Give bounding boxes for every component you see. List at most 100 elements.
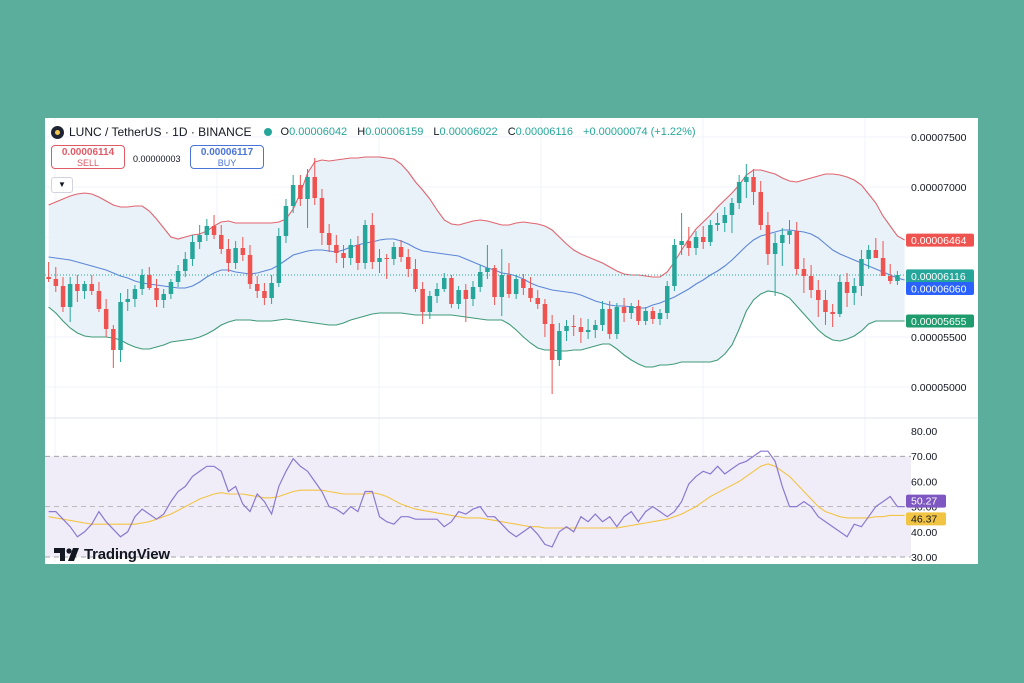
rsi-ma-value-tag-label: 46.37 xyxy=(911,513,937,525)
candle-body xyxy=(535,298,540,304)
candle-body xyxy=(744,177,749,182)
candle-body xyxy=(219,235,224,249)
candle-body xyxy=(240,248,246,255)
candle-body xyxy=(830,312,835,314)
candle-body xyxy=(549,324,555,360)
high-value: 0.00006159 xyxy=(365,126,424,138)
candle-body xyxy=(413,269,418,289)
candle-body xyxy=(420,289,425,312)
candle-body xyxy=(391,247,397,259)
price-tick-label: 0.00005000 xyxy=(911,382,967,394)
candle-body xyxy=(521,279,526,288)
candle-body xyxy=(808,276,814,290)
candle-body xyxy=(629,306,634,313)
candle-body xyxy=(578,327,584,332)
candle-body xyxy=(326,233,332,245)
candle-body xyxy=(772,243,778,254)
spread-value: 0.00000003 xyxy=(133,154,181,164)
candle-body xyxy=(873,250,879,258)
tradingview-wordmark: TradingView xyxy=(84,546,170,563)
sell-label: SELL xyxy=(76,158,100,168)
candle-body xyxy=(650,311,656,319)
candle-body xyxy=(305,177,310,199)
candle-body xyxy=(290,185,296,206)
candle-body xyxy=(693,237,699,248)
close-value: 0.00006116 xyxy=(515,126,573,138)
candle-body xyxy=(103,309,109,329)
rsi-ma-value-tag xyxy=(906,512,946,526)
candle-body xyxy=(269,283,274,298)
candle-body xyxy=(888,276,893,281)
candle-body xyxy=(319,198,325,233)
candle-body xyxy=(111,329,116,350)
candle-body xyxy=(607,309,612,334)
candle-body xyxy=(341,253,346,258)
candle-body xyxy=(449,278,454,304)
lunc-logo-icon xyxy=(51,125,64,139)
candle-body xyxy=(794,231,799,269)
candle-body xyxy=(758,192,763,225)
open-label: O xyxy=(280,126,290,138)
candle-body xyxy=(183,259,188,271)
sell-button[interactable]: 0.00006114 SELL xyxy=(51,145,125,169)
candle-body xyxy=(168,282,174,294)
price-tick-label: 0.00007000 xyxy=(911,182,967,194)
candle-body xyxy=(852,286,857,293)
candle-body xyxy=(801,269,807,276)
candle-body xyxy=(233,248,238,263)
bollinger-upper-line xyxy=(48,156,905,278)
candle-body xyxy=(175,271,181,282)
candle-body xyxy=(686,241,692,248)
ohlc-readout: O0.00006042 H0.00006159 L0.00006022 C0.0… xyxy=(281,126,696,138)
candle-body xyxy=(204,226,210,235)
candle-body xyxy=(866,250,871,259)
candle-body xyxy=(262,291,267,298)
candle-body xyxy=(298,185,303,199)
buy-button[interactable]: 0.00006117 BUY xyxy=(190,145,264,169)
symbol-title[interactable]: LUNC / TetherUS · 1D · BINANCE xyxy=(69,125,252,139)
price-tick-label: 0.00007500 xyxy=(911,132,967,144)
candle-body xyxy=(643,311,648,321)
candle-body xyxy=(859,259,864,286)
low-label: L xyxy=(433,126,440,138)
candle-body xyxy=(557,331,562,360)
candle-body xyxy=(564,326,569,331)
candle-body xyxy=(765,225,771,254)
candle-body xyxy=(377,258,382,262)
rsi-value-tag-label: 50.27 xyxy=(911,496,937,508)
chart-header: LUNC / TetherUS · 1D · BINANCE O0.000060… xyxy=(51,125,696,139)
price-tag-basis xyxy=(906,282,974,295)
price-tag-close-label: 0.00006116 xyxy=(911,271,966,283)
candle-body xyxy=(96,291,102,309)
rsi-ma-line xyxy=(48,463,905,529)
candle-body xyxy=(528,288,533,298)
candle-body xyxy=(880,258,886,276)
candle-body xyxy=(470,287,476,299)
candle-body xyxy=(67,284,73,307)
candle-body xyxy=(211,226,217,235)
candle-body xyxy=(672,245,677,286)
collapse-legend-button[interactable]: ▼ xyxy=(51,177,73,193)
price-tag-basis-label: 0.00006060 xyxy=(911,284,967,296)
candle-body xyxy=(722,215,727,223)
candle-body xyxy=(456,290,461,304)
chart-card: 0.000075000.000070000.000065000.00006000… xyxy=(45,118,978,564)
chart-canvas[interactable]: 0.000075000.000070000.000065000.00006000… xyxy=(45,118,978,564)
candle-body xyxy=(406,257,411,269)
buy-label: BUY xyxy=(217,158,237,168)
candle-body xyxy=(46,277,51,279)
candle-body xyxy=(665,286,670,313)
candle-body xyxy=(816,290,821,300)
candle-body xyxy=(147,275,152,288)
candle-body xyxy=(434,289,440,296)
bollinger-basis-line xyxy=(48,229,905,309)
candle-body xyxy=(823,300,828,312)
rsi-line xyxy=(48,450,905,548)
tradingview-logo: TradingView xyxy=(54,546,170,563)
candle-body xyxy=(226,249,231,263)
candle-body xyxy=(463,290,469,299)
price-tick-label: 0.00005500 xyxy=(911,332,967,344)
rsi-tick-label: 40.00 xyxy=(911,527,937,539)
candle-body xyxy=(53,279,59,286)
low-value: 0.00006022 xyxy=(439,126,498,138)
